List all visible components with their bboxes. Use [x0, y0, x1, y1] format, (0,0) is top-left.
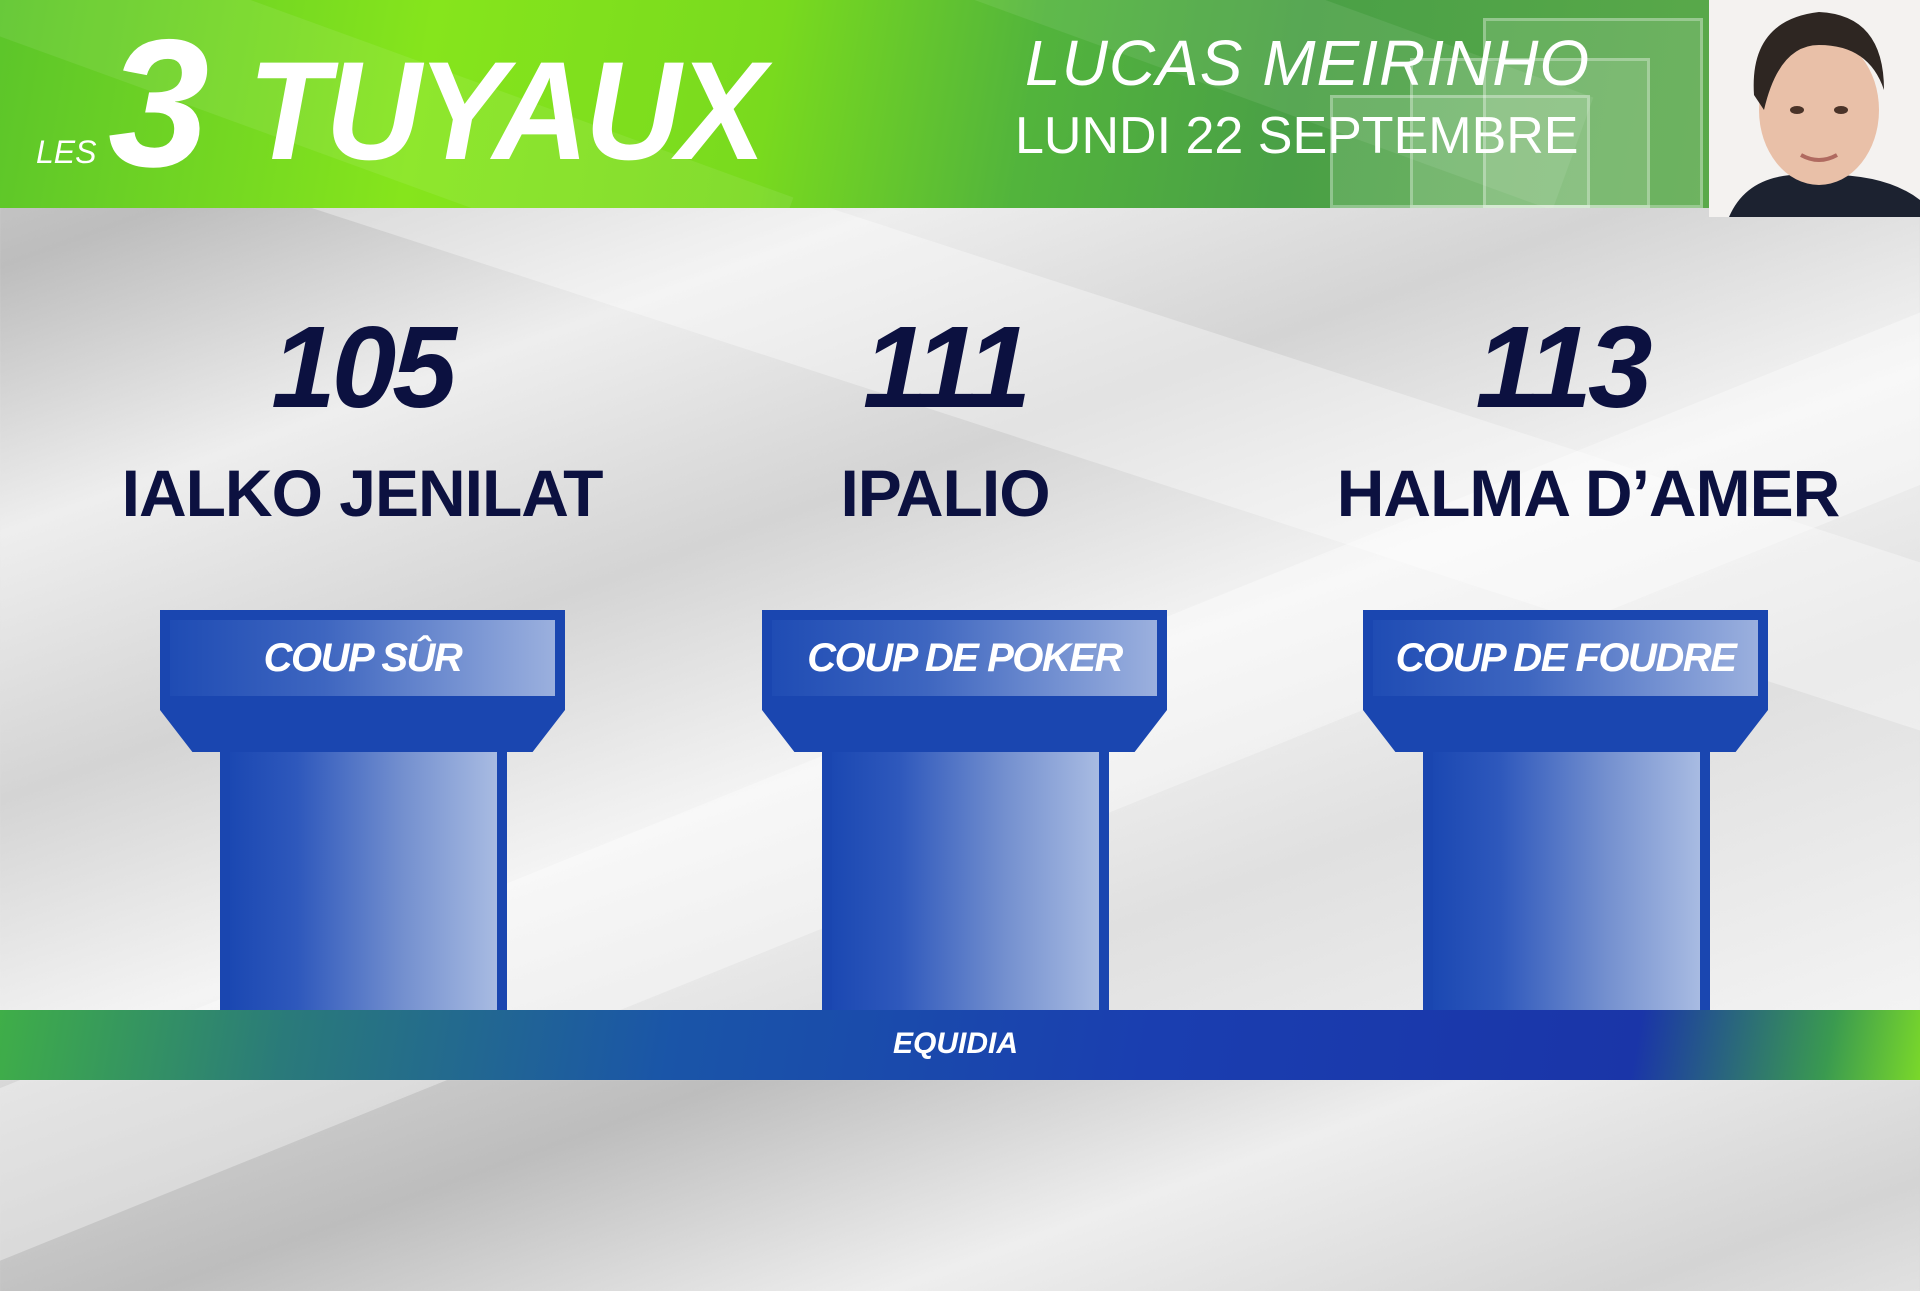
title-number: 3 — [108, 1, 209, 205]
presenter-name: LUCAS MEIRINHO — [1025, 27, 1591, 99]
pick-category: COUP DE POKER — [772, 620, 1157, 696]
horse-number: 113 — [1475, 302, 1653, 432]
pedestal: COUP DE POKER — [762, 610, 1167, 1010]
presenter-photo — [1709, 0, 1920, 217]
header-banner: LES 3 TUYAUX LUCAS MEIRINHO LUNDI 22 SEP… — [0, 0, 1710, 208]
equidia-logo: EQUIDIA — [893, 1027, 1019, 1060]
horse-number: 105 — [271, 302, 457, 432]
broadcast-date: LUNDI 22 SEPTEMBRE — [1015, 107, 1579, 165]
show-title: TUYAUX — [248, 32, 766, 189]
pedestal: COUP SÛR — [160, 610, 565, 1010]
footer-bar — [0, 1010, 1920, 1080]
pick-category: COUP SÛR — [170, 620, 555, 696]
decorative-pedestal — [1330, 95, 1590, 208]
decorative-pedestal — [1410, 58, 1650, 208]
horse-number: 111 — [862, 302, 1031, 432]
horse-name: IALKO JENILAT — [121, 456, 604, 530]
horse-name: HALMA D’AMER — [1336, 456, 1841, 530]
title-prefix: LES — [36, 134, 97, 170]
decorative-pedestal — [1483, 18, 1703, 208]
horse-name: IPALIO — [840, 456, 1050, 530]
pedestal: COUP DE FOUDRE — [1363, 610, 1768, 1010]
pick-category: COUP DE FOUDRE — [1373, 620, 1758, 696]
